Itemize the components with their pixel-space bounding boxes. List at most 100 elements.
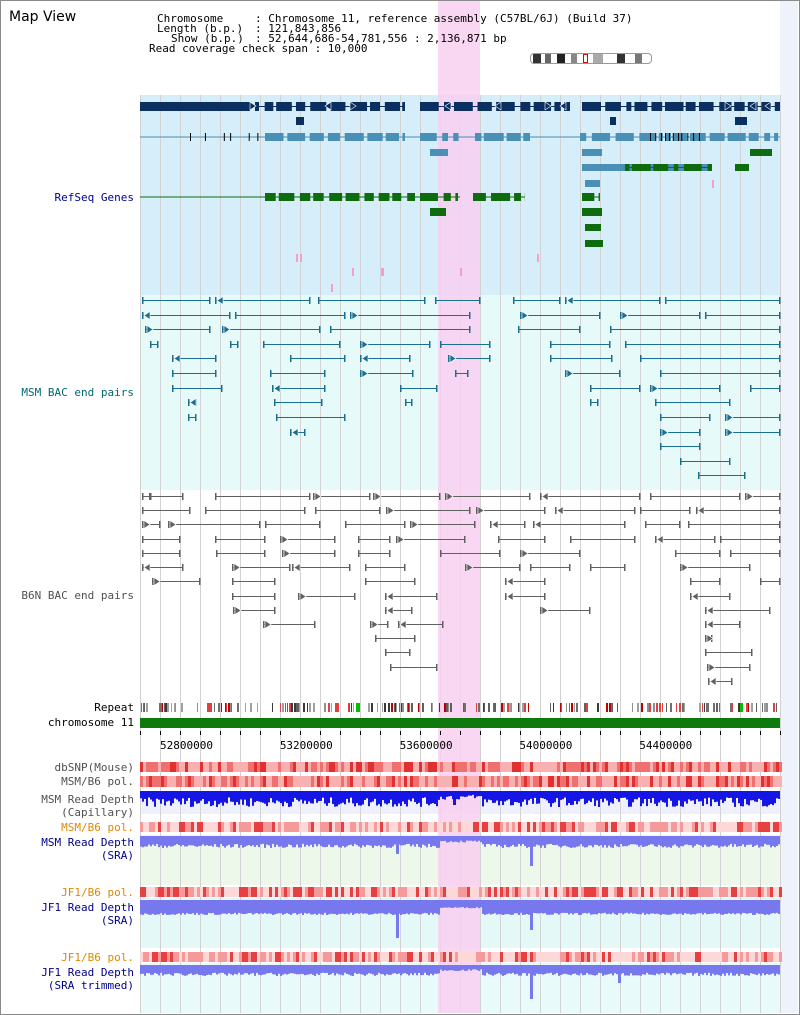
track-label-b6n-bac[interactable]: B6N BAC end pairs <box>21 589 134 602</box>
msm-b6-pol-sra-cell <box>476 822 479 832</box>
repeat-element <box>181 703 183 712</box>
track-label-msm-read-depth-sra[interactable]: MSM Read Depth <box>41 836 134 849</box>
repeat-element <box>647 703 649 712</box>
track-label-msm-b6-pol-sra[interactable]: MSM/B6 pol. <box>61 821 134 834</box>
msm-bac-pair-end <box>350 312 352 319</box>
msm-depth-cap-bar <box>366 791 368 799</box>
msm-b6-pol-cell <box>350 776 353 787</box>
jf1-b6-pol-2-cell <box>287 952 290 962</box>
jf1-depth-bar <box>478 900 480 909</box>
jf1-depth-bar <box>538 900 540 914</box>
msm-depth-sra-bar <box>736 836 738 847</box>
repeat-element <box>314 703 315 712</box>
msm-b6-pol-sra-cell <box>299 822 302 832</box>
jf1-b6-pol-2-cell <box>257 952 260 962</box>
b6n-bac-pair-end <box>404 521 406 528</box>
jf1-depth-bar <box>140 900 142 915</box>
jf1-b6-pol-2-cell <box>158 952 161 962</box>
msm-bac-pair-end <box>195 414 197 421</box>
msm-b6-pol-sra-cell <box>257 822 260 832</box>
msm-depth-cap-bar <box>652 791 654 799</box>
msm-b6-pol-cell <box>284 776 287 787</box>
track-label-jf1-read-depth[interactable]: JF1 Read Depth <box>41 901 134 914</box>
track-label-repeat[interactable]: Repeat <box>94 701 134 714</box>
msm-depth-cap-bar <box>252 791 254 806</box>
dbsnp-cell <box>140 762 143 772</box>
jf1-b6-pol-cell <box>569 887 572 897</box>
msm-depth-cap-bar <box>310 791 312 804</box>
msm-bac-pair-end <box>779 385 781 392</box>
exon-tick <box>190 133 191 141</box>
b6n-bac-pair-arrow <box>541 491 549 502</box>
gene-green-b-exon <box>707 164 712 171</box>
gene-mid-exon <box>265 133 284 141</box>
repeat-element <box>221 703 222 712</box>
chromosome-ideogram[interactable] <box>530 53 652 64</box>
msm-b6-pol-cell <box>545 776 548 787</box>
msm-depth-sra-bar <box>754 836 756 846</box>
msm-depth-cap-bar <box>426 791 428 804</box>
jf1-depth-trim-bar <box>522 965 524 974</box>
msm-depth-sra-bar <box>510 836 512 847</box>
msm-b6-pol-cell <box>194 776 197 787</box>
jf1-depth-bar <box>672 900 674 914</box>
msm-b6-pol-cell <box>644 776 647 787</box>
msm-depth-sra-bar <box>218 836 220 848</box>
track-label-refseq-genes[interactable]: RefSeq Genes <box>54 191 134 204</box>
track-label-msm-bac[interactable]: MSM BAC end pairs <box>21 386 134 399</box>
jf1-b6-pol-cell <box>443 887 446 897</box>
repeat-element <box>228 703 230 712</box>
msm-depth-cap-bar <box>598 791 600 807</box>
msm-depth-sra-bar <box>618 836 620 848</box>
track-label-dbsnp[interactable]: dbSNP(Mouse) <box>54 761 134 774</box>
msm-depth-sra-bar <box>436 836 438 848</box>
msm-b6-pol-cell <box>179 776 182 787</box>
gene-green-b-exon <box>631 164 651 171</box>
jf1-depth-bar <box>430 900 432 913</box>
track-label-msm-read-depth-capillary[interactable]: MSM Read Depth <box>41 793 134 806</box>
jf1-depth-bar <box>160 900 162 914</box>
jf1-depth-bar <box>754 900 756 915</box>
msm-depth-cap-bar <box>666 791 668 807</box>
dbsnp-cell <box>479 762 482 772</box>
jf1-b6-pol-cell <box>287 887 290 897</box>
msm-depth-cap-bar <box>144 791 146 799</box>
jf1-depth-trim-bar <box>470 965 472 971</box>
msm-b6-pol-cell <box>287 776 290 787</box>
b6n-bac-pair-end <box>182 564 184 571</box>
dbsnp-cell <box>587 762 590 772</box>
jf1-depth-trim-bar-spike <box>530 965 533 999</box>
msm-depth-sra-bar <box>644 836 646 847</box>
jf1-b6-pol-cell <box>329 887 332 897</box>
msm-b6-pol-sra-cell <box>287 822 290 832</box>
gene-mid-exon <box>774 133 779 141</box>
msm-bac-pair-arrow <box>223 324 231 335</box>
jf1-b6-pol-cell <box>698 887 701 897</box>
msm-depth-cap-bar <box>424 791 426 798</box>
jf1-depth-trim-bar <box>278 965 280 974</box>
track-label-msm-b6-pol[interactable]: MSM/B6 pol. <box>61 775 134 788</box>
b6n-bac-pair-end <box>149 493 151 500</box>
dbsnp-cell <box>269 762 272 772</box>
track-label-chromosome[interactable]: chromosome 11 <box>47 716 134 729</box>
track-label-jf1-b6-pol[interactable]: JF1/B6 pol. <box>61 886 134 899</box>
jf1-depth-bar <box>312 900 314 915</box>
jf1-depth-trim-bar <box>672 965 674 974</box>
msm-b6-pol-sra-cell <box>686 822 689 832</box>
msm-depth-sra-bar <box>748 836 750 845</box>
jf1-depth-trim-bar <box>728 965 730 976</box>
track-label-capillary: (Capillary) <box>61 806 134 819</box>
msm-depth-sra-bar <box>702 836 704 848</box>
jf1-b6-pol-cell <box>332 887 335 897</box>
jf1-depth-bar <box>486 900 488 915</box>
jf1-b6-pol-cell <box>458 887 461 897</box>
jf1-b6-pol-2-cell <box>509 952 512 962</box>
dbsnp-cell <box>179 762 182 772</box>
dbsnp-cell <box>464 762 467 772</box>
jf1-b6-pol-2-cell <box>428 952 431 962</box>
dbsnp-cell <box>530 762 533 772</box>
track-label-jf1-b6-pol-2[interactable]: JF1/B6 pol. <box>61 951 134 964</box>
msm-b6-pol-sra-cell <box>458 822 461 832</box>
track-label-jf1-read-depth-trimmed[interactable]: JF1 Read Depth <box>41 966 134 979</box>
